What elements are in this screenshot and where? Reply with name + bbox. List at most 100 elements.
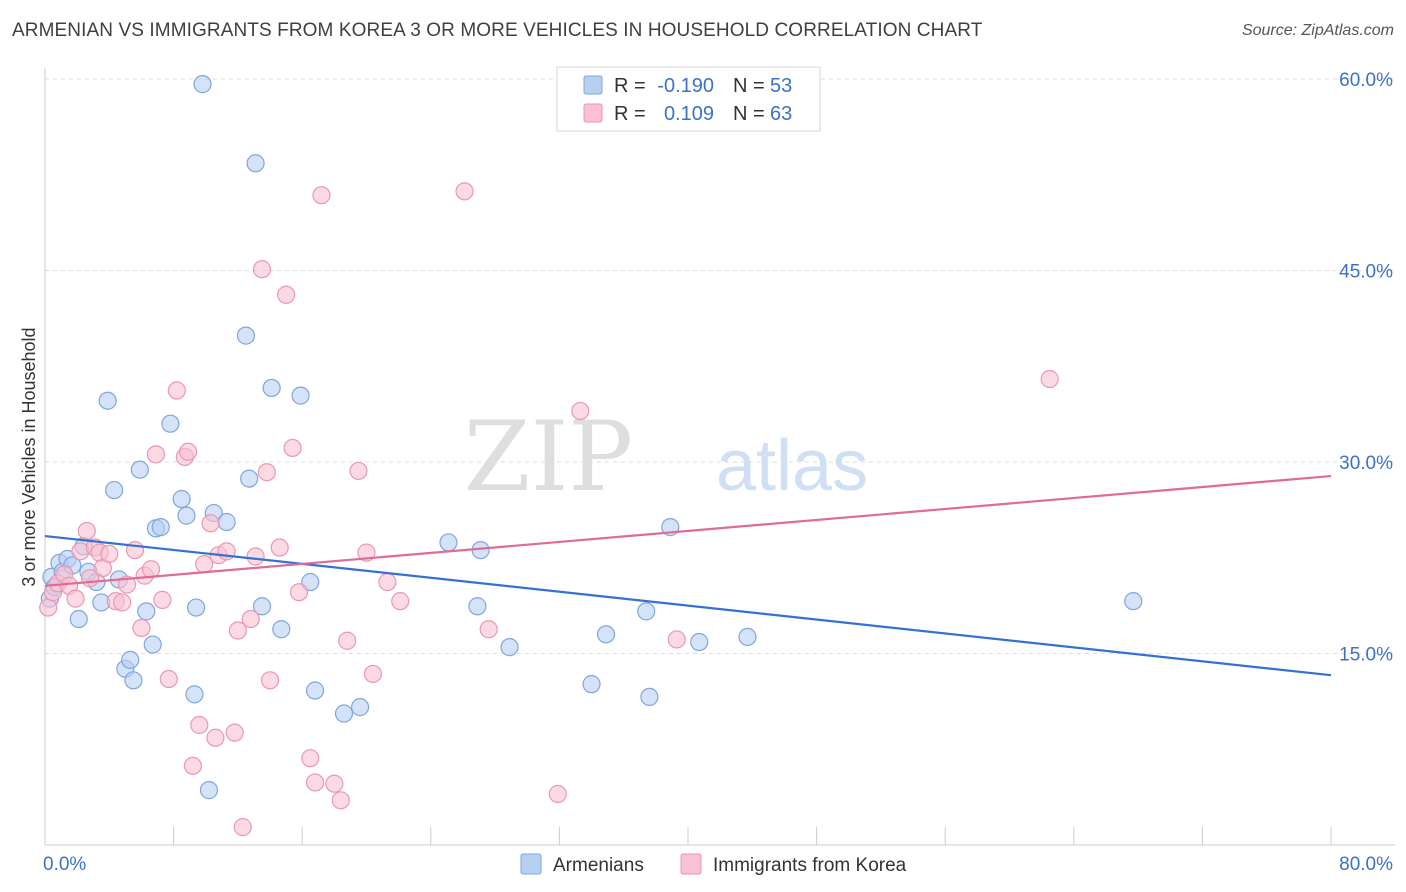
armenians-point-36 xyxy=(272,620,291,639)
korea-point-22 xyxy=(159,669,178,689)
korea-point-44 xyxy=(289,583,309,602)
korea-point-25 xyxy=(178,442,198,461)
korea-point-21 xyxy=(153,590,172,609)
armenians-point-40 xyxy=(334,704,354,723)
korea-trendline xyxy=(44,474,1332,587)
korea-point-39 xyxy=(257,463,276,482)
armenians-point-45 xyxy=(500,638,519,657)
korea-point-59 xyxy=(571,401,590,421)
stats-n-value-1: 53 xyxy=(770,75,792,97)
korea-point-38 xyxy=(252,260,272,279)
korea-point-7 xyxy=(77,521,96,541)
y-tick-label-1: 30.0% xyxy=(1339,453,1393,474)
armenians-point-28 xyxy=(199,781,219,800)
korea-point-33 xyxy=(225,723,244,742)
stats-swatch-korea xyxy=(583,103,603,123)
armenians-point-35 xyxy=(262,378,281,398)
korea-point-51 xyxy=(349,461,368,481)
korea-point-37 xyxy=(246,547,265,566)
y-tick-label-3: 60.0% xyxy=(1339,70,1393,91)
korea-point-40 xyxy=(260,671,280,690)
armenians-point-52 xyxy=(738,627,757,647)
legend-swatch-korea xyxy=(680,853,702,875)
stats-n-label-1: N = xyxy=(733,75,765,97)
armenians-point-47 xyxy=(596,625,616,644)
armenians-point-37 xyxy=(291,386,310,405)
y-axis-label: 3 or more Vehicles in Household xyxy=(19,327,39,586)
y-tick-label-2: 45.0% xyxy=(1339,262,1393,283)
armenians-point-12 xyxy=(98,391,117,410)
axes xyxy=(44,68,1395,846)
stats-r-label-2: R = xyxy=(614,103,646,125)
korea-point-34 xyxy=(228,621,247,640)
korea-point-49 xyxy=(331,791,350,810)
armenians-point-26 xyxy=(185,685,204,704)
legend-label-korea: Immigrants from Korea xyxy=(713,855,907,876)
korea-point-20 xyxy=(146,445,166,464)
armenians-point-39 xyxy=(305,681,325,700)
bottom-legend: Armenians Immigrants from Korea xyxy=(520,853,907,876)
korea-point-55 xyxy=(391,592,410,611)
y-tick-labels: 15.0% 30.0% 45.0% 60.0% xyxy=(1339,70,1393,666)
korea-point-60 xyxy=(667,630,686,649)
armenians-point-48 xyxy=(637,602,656,621)
korea-point-30 xyxy=(206,728,225,747)
korea-point-61 xyxy=(1040,369,1059,389)
armenians-point-22 xyxy=(151,518,170,537)
armenians-point-20 xyxy=(143,635,162,654)
stats-r-value-1: -0.190 xyxy=(657,75,714,97)
korea-point-17 xyxy=(132,618,151,638)
stats-r-label-1: R = xyxy=(614,75,646,97)
armenians-point-23 xyxy=(161,414,180,433)
armenians-point-38 xyxy=(301,572,320,592)
korea-point-47 xyxy=(312,186,331,205)
y-tick-label-0: 15.0% xyxy=(1339,645,1393,666)
korea-point-14 xyxy=(113,593,132,612)
korea-point-36 xyxy=(241,609,260,629)
legend-swatch-armenians xyxy=(520,853,542,875)
x-tick-labels: 0.0% 80.0% xyxy=(43,854,1393,875)
armenians-point-49 xyxy=(640,687,659,707)
armenians-point-25 xyxy=(177,506,196,525)
watermark-atlas: atlas xyxy=(716,426,868,506)
armenians-point-42 xyxy=(439,533,458,552)
korea-point-48 xyxy=(325,774,344,793)
armenians-trendline xyxy=(44,534,1332,677)
stats-legend: R = -0.190 N = 53 R = 0.109 N = 63 xyxy=(556,66,821,132)
armenians-point-43 xyxy=(468,597,487,616)
korea-point-52 xyxy=(357,543,376,562)
armenians-point-19 xyxy=(137,602,156,621)
korea-point-26 xyxy=(183,756,202,775)
korea-point-53 xyxy=(363,664,383,684)
watermark-zip: ZIP xyxy=(464,401,633,513)
korea-point-41 xyxy=(270,538,289,557)
stats-swatch-armenians xyxy=(583,75,603,95)
stats-n-value-2: 63 xyxy=(770,103,792,125)
x-tick-label-0: 0.0% xyxy=(43,854,86,875)
korea-point-5 xyxy=(66,589,85,608)
armenians-point-53 xyxy=(1124,592,1143,611)
armenians-point-41 xyxy=(350,698,370,717)
korea-point-29 xyxy=(201,514,220,533)
chart-title: ARMENIAN VS IMMIGRANTS FROM KOREA 3 OR M… xyxy=(12,20,983,41)
korea-point-57 xyxy=(479,620,498,639)
armenians-point-30 xyxy=(217,512,236,532)
korea-point-27 xyxy=(190,715,209,735)
korea-point-56 xyxy=(455,182,474,201)
korea-point-58 xyxy=(548,784,567,804)
korea-point-15 xyxy=(117,575,137,594)
armenians-point-7 xyxy=(69,609,88,629)
armenians-point-24 xyxy=(172,489,191,509)
armenians-point-34 xyxy=(252,597,272,616)
korea-points xyxy=(39,182,1059,837)
trendlines xyxy=(44,474,1332,677)
armenians-point-51 xyxy=(690,632,709,652)
korea-point-50 xyxy=(338,631,357,650)
stats-n-label-2: N = xyxy=(733,103,765,125)
korea-point-12 xyxy=(100,544,119,564)
armenians-point-46 xyxy=(582,675,601,694)
x-tick-label-1: 80.0% xyxy=(1339,854,1393,875)
korea-point-35 xyxy=(233,818,252,837)
watermark: ZIP atlas xyxy=(464,401,868,513)
